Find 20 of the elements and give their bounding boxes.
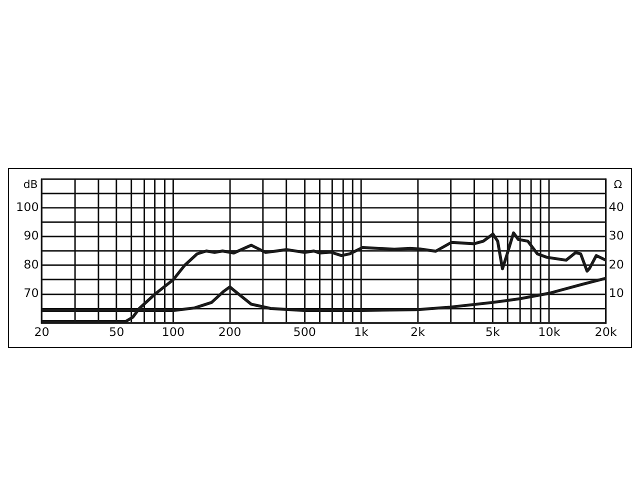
x-tick-label: 500	[293, 325, 316, 340]
x-tick-label: 1k	[354, 325, 369, 340]
y-tick-label: 90	[24, 228, 39, 243]
x-tick-label: 200	[218, 325, 242, 340]
x-tick-label: 20	[34, 325, 50, 340]
y2-tick-label: 20	[608, 257, 624, 272]
y2-tick-label: 10	[608, 286, 624, 300]
x-tick-label: 5k	[485, 325, 500, 340]
y2-axis-title: Ω	[614, 178, 622, 191]
x-tick-label: 100	[162, 325, 185, 340]
y-tick-label: 100	[16, 200, 39, 214]
y-tick-label: 80	[24, 257, 39, 272]
x-tick-label: 20k	[594, 325, 617, 340]
y2-tick-label: 40	[608, 200, 624, 214]
x-tick-label: 10k	[538, 325, 560, 340]
x-tick-label: 2k	[410, 325, 426, 340]
x-tick-label: 50	[109, 325, 124, 340]
y-tick-label: 70	[24, 286, 39, 300]
y2-tick-label: 30	[608, 228, 624, 243]
y-axis-title: dB	[23, 178, 38, 191]
